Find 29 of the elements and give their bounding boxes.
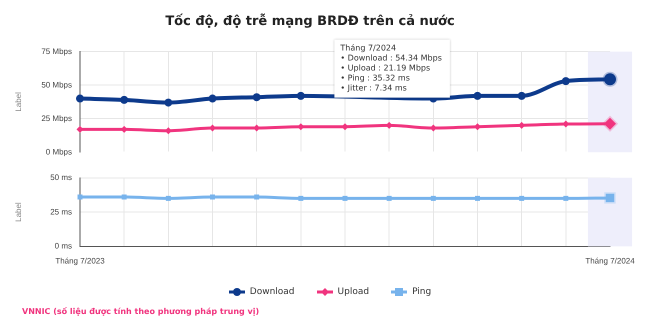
y-axis-title: Label <box>14 202 24 222</box>
point <box>474 92 482 100</box>
point <box>296 92 305 100</box>
point <box>120 96 128 104</box>
legend-label: Download <box>250 287 295 297</box>
x-tick-label: Tháng 7/2024 <box>585 256 636 266</box>
y-tick-label: 25 Mbps <box>41 114 72 123</box>
y-axis-title: Label <box>14 92 24 112</box>
point <box>208 94 216 103</box>
point <box>76 94 84 103</box>
y-tick-label: 50 Mbps <box>41 80 72 90</box>
chart-title: Tốc độ, độ trễ mạng BRDĐ trên cả nước <box>165 13 455 30</box>
y-tick-label: 75 Mbps <box>41 46 72 56</box>
point <box>474 123 481 130</box>
annotation: Tháng 7/2024 • Download : 54.34 Mbps • Upload : 21.19 Mbps • Ping : 35.32 ms • Jitter : 7.34 ms <box>339 44 442 93</box>
point <box>518 92 526 100</box>
y-tick-label: 25 ms <box>50 207 72 216</box>
y-tick-label: 50 ms <box>50 173 72 182</box>
point <box>342 123 348 130</box>
point <box>76 126 84 133</box>
point <box>252 93 261 102</box>
legend-label: Ping <box>412 287 432 297</box>
y-tick-label: 0 Mbps <box>46 147 72 156</box>
legend-label: Upload <box>338 287 370 297</box>
text: VNNIC (số liệu được tính theo phương pháp trung vị) <box>22 307 260 316</box>
point <box>164 98 172 107</box>
point <box>562 77 570 86</box>
x-tick-label: Tháng 7/2023 <box>55 256 106 266</box>
y-tick-label: 0 ms <box>54 242 72 251</box>
